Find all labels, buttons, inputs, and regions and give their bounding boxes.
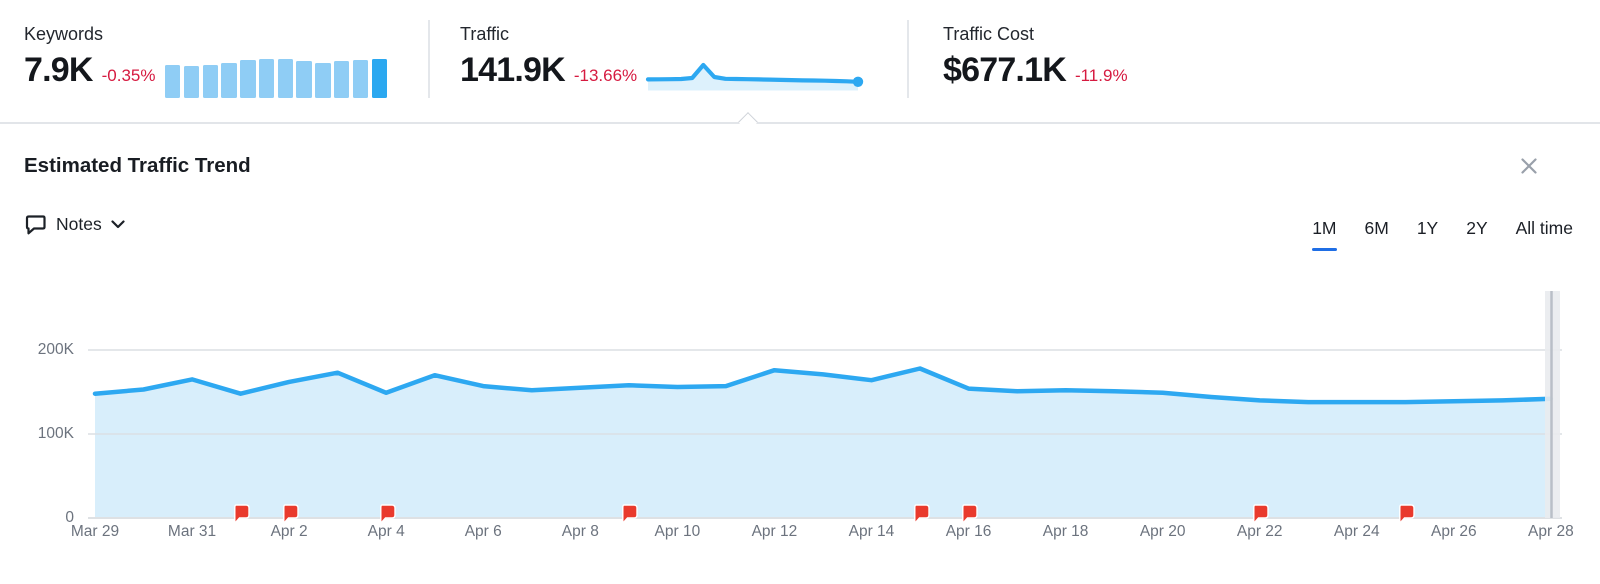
range-tab-6m[interactable]: 6M [1364, 218, 1389, 238]
traffic-label: Traffic [460, 24, 510, 44]
keywords-minibar-chart [165, 57, 387, 98]
range-tab-1y[interactable]: 1Y [1416, 218, 1439, 238]
keywords-minibar-segment [240, 60, 256, 98]
traffic-cost-label: Traffic Cost [943, 24, 1035, 44]
x-axis-label: Apr 16 [945, 523, 992, 540]
traffic-cost-delta: -11.9% [1074, 66, 1128, 85]
x-axis-label: Apr 24 [1333, 523, 1380, 540]
keywords-minibar-segment [352, 60, 369, 98]
metric-separator [428, 20, 430, 98]
notes-label: Notes [56, 213, 102, 234]
note-flag-icon [1398, 504, 1415, 524]
x-axis-label: Apr 28 [1528, 523, 1574, 540]
summary-bar: Keywords 7.9K -0.35% Traffic 141.9K -13.… [0, 0, 1600, 122]
date-range-tabs: 1M 6M 1Y 2Y All time [1312, 218, 1573, 251]
keywords-minibar-segment [296, 61, 312, 98]
page-title: Estimated Traffic Trend [24, 154, 251, 177]
keywords-minibar-segment [371, 59, 387, 98]
note-flag[interactable] [378, 504, 396, 526]
metric-traffic[interactable]: Traffic 141.9K -13.66% [460, 24, 637, 90]
range-tab-1m[interactable]: 1M [1312, 218, 1337, 251]
y-axis-label: 100K [37, 425, 74, 442]
x-axis-label: Apr 26 [1430, 523, 1477, 540]
keywords-minibar-segment [165, 65, 181, 98]
x-axis-label: Apr 22 [1236, 523, 1283, 540]
note-flag[interactable] [1251, 504, 1269, 526]
note-flag-icon [913, 504, 930, 524]
keywords-label: Keywords [24, 24, 104, 44]
note-flag[interactable] [281, 504, 299, 526]
note-flag[interactable] [912, 504, 930, 526]
range-tab-2y[interactable]: 2Y [1466, 218, 1488, 238]
keywords-minibar-segment [334, 61, 350, 98]
note-flag[interactable] [960, 504, 978, 526]
traffic-value: 141.9K [460, 51, 566, 89]
keywords-minibar-segment [183, 66, 200, 98]
x-axis-label: Apr 10 [654, 523, 701, 540]
x-axis-label: Apr 8 [561, 523, 599, 540]
keywords-minibar-segment [258, 59, 275, 98]
range-tab-all-time[interactable]: All time [1515, 218, 1573, 238]
y-axis-label: 200K [37, 341, 74, 358]
traffic-sparkline-chart [645, 62, 864, 91]
traffic-delta: -13.66% [573, 66, 638, 85]
keywords-minibar-segment [277, 59, 294, 98]
notes-dropdown-button[interactable]: Notes [24, 213, 125, 235]
note-flag-icon [234, 504, 250, 524]
keywords-minibar-segment [202, 65, 218, 98]
close-button[interactable] [1516, 153, 1542, 179]
note-flag[interactable] [1397, 504, 1415, 526]
panel-divider [0, 112, 1600, 132]
x-axis-label: Apr 4 [367, 523, 405, 540]
x-axis-label: Apr 14 [848, 523, 895, 540]
x-axis-label: Apr 2 [270, 523, 308, 540]
chevron-down-icon [111, 219, 125, 228]
x-axis-label: Apr 20 [1139, 523, 1186, 540]
keywords-delta: -0.35% [101, 66, 156, 85]
keywords-value: 7.9K [24, 51, 93, 89]
close-icon [1521, 158, 1537, 174]
note-flag-icon [962, 504, 978, 524]
note-flag-icon [379, 504, 396, 524]
x-axis-label: Apr 12 [751, 523, 798, 540]
note-flag-icon [1253, 504, 1269, 524]
y-axis-label: 0 [65, 509, 74, 526]
note-flag-icon [622, 504, 639, 524]
traffic-cost-value: $677.1K [943, 51, 1067, 89]
keywords-minibar-segment [221, 63, 237, 98]
x-axis-label: Apr 6 [464, 523, 502, 540]
x-axis-label: Mar 31 [167, 523, 217, 540]
metric-keywords[interactable]: Keywords 7.9K -0.35% [24, 24, 156, 90]
note-flag-icon [282, 504, 299, 524]
x-axis-label: Mar 29 [70, 523, 120, 540]
note-bubble-icon [25, 215, 46, 235]
metric-traffic-cost[interactable]: Traffic Cost $677.1K -11.9% [943, 24, 1128, 90]
note-flag[interactable] [620, 504, 639, 526]
x-axis-label: Apr 18 [1042, 523, 1089, 540]
keywords-minibar-segment [315, 63, 331, 98]
metric-separator [907, 20, 909, 98]
note-flag[interactable] [232, 504, 250, 526]
